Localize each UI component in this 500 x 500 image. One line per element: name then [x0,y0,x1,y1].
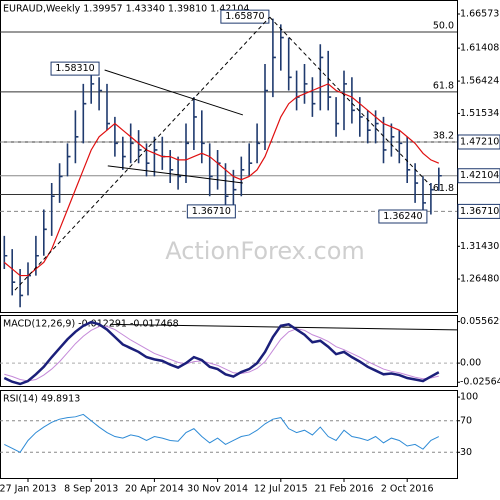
y-tick-label: 0.055629 [460,316,500,327]
panel-title: EURAUD,Weekly 1.39957 1.43340 1.39810 1.… [3,4,249,15]
ohlc-bar [208,143,213,197]
annotation-label: 1.36710 [192,206,231,217]
ohlc-bar [327,50,332,111]
annotation-label: 1.36240 [383,211,422,222]
ohlc-bar [122,136,126,170]
annotation-box [220,9,270,24]
x-tick-label: 20 Apr 2014 [125,484,184,495]
ohlc-bar [303,64,308,104]
ohlc-bar [335,97,340,137]
y-tick-label: 1.26480 [460,274,499,285]
y-tick-label: -0.025645 [460,377,500,388]
level-label: 1.47210 [460,136,499,147]
ohlc-bar [82,83,87,144]
x-tick-label: 27 Jan 2013 [0,484,56,495]
ohlc-bar [129,123,134,164]
level-box [457,134,500,150]
ohlc-bar [153,136,158,177]
x-tick-label: 12 Jul 2015 [254,484,308,495]
ohlc-bar [398,130,403,164]
ohlc-bar [240,156,245,197]
annotation-label: 1.65870 [225,11,264,22]
ohlc-bar [58,163,63,203]
y-tick-label: 1.31430 [460,241,499,252]
ohlc-bar [248,143,253,177]
trendline [14,16,271,291]
level-box [457,168,500,184]
y-tick-label: 1.66573 [460,8,499,19]
annotation-box [50,61,100,76]
ohlc-bar [177,156,182,190]
ohlc-bar [280,24,284,71]
x-tick-label: 2 Oct 2016 [381,484,434,495]
fib-label: 50.0 [433,20,454,31]
trendline [104,69,244,116]
ohlc-bar [390,123,395,157]
ohlc-bar [185,123,189,184]
ohlc-bar [74,110,79,164]
y-tick-label: 0.00 [460,358,481,369]
annotation-box [186,204,236,219]
ohlc-bar [382,116,387,164]
y-tick-label: 30 [460,447,472,458]
level-box [457,203,500,219]
y-tick-label: 70 [460,415,472,426]
trendline [269,16,431,186]
annotation-box [378,209,428,224]
panel-title: RSI(14) 49.8913 [3,394,80,405]
ohlc-bar [430,183,434,215]
ohlc-bar [50,183,55,236]
ohlc-bar [193,97,197,150]
x-tick-label: 8 Sep 2013 [64,484,118,495]
ohlc-bar [287,37,292,91]
ohlc-bar [319,44,324,111]
level-label: 1.36710 [460,206,499,217]
ohlc-bar [201,110,205,164]
ohlc-bar [406,136,411,184]
ohlc-bar [264,64,268,150]
series-line [4,413,440,453]
ohlc-bar [3,235,8,269]
ohlc-bar [66,143,71,177]
ohlc-bar [343,70,347,131]
y-tick-label: 100 [460,392,478,403]
y-tick-label: 1.61408 [460,43,499,54]
ohlc-bar [351,77,355,124]
y-tick-label: 1.51534 [460,108,499,119]
ohlc-bar [311,77,316,117]
ohlc-bar [98,77,103,111]
x-tick-label: 21 Feb 2016 [314,484,373,495]
trendline [107,165,243,184]
x-tick-label: 30 Nov 2014 [187,484,248,495]
trendline [110,323,457,331]
ohlc-bar [11,249,16,296]
ohlc-bar [374,110,379,144]
panel-title: MACD(12,26,9) -0.012291 -0.017468 [3,319,179,330]
ohlc-bar [256,123,261,164]
ohlc-bar [106,83,110,131]
ohlc-bar [272,18,276,98]
ohlc-bar [169,149,174,184]
fib-label: 61.8 [433,80,454,91]
fib-label: 38.2 [433,130,454,141]
panel-frame [0,0,458,313]
series-line [4,326,439,382]
series-line [3,320,440,386]
annotation-label: 1.58310 [55,63,94,74]
moving-average [3,83,440,277]
fib-label: 61.8 [433,183,454,194]
ohlc-bar [137,130,142,164]
ohlc-bar [438,167,442,191]
watermark: ActionForex.com [165,237,365,265]
ohlc-bar [366,110,371,144]
panel-frame [0,390,458,479]
panel-frame [0,315,458,387]
level-label: 1.42104 [460,170,499,181]
y-tick-label: 1.56424 [460,76,499,87]
ohlc-bar [422,176,426,210]
ohlc-bar [43,209,47,256]
